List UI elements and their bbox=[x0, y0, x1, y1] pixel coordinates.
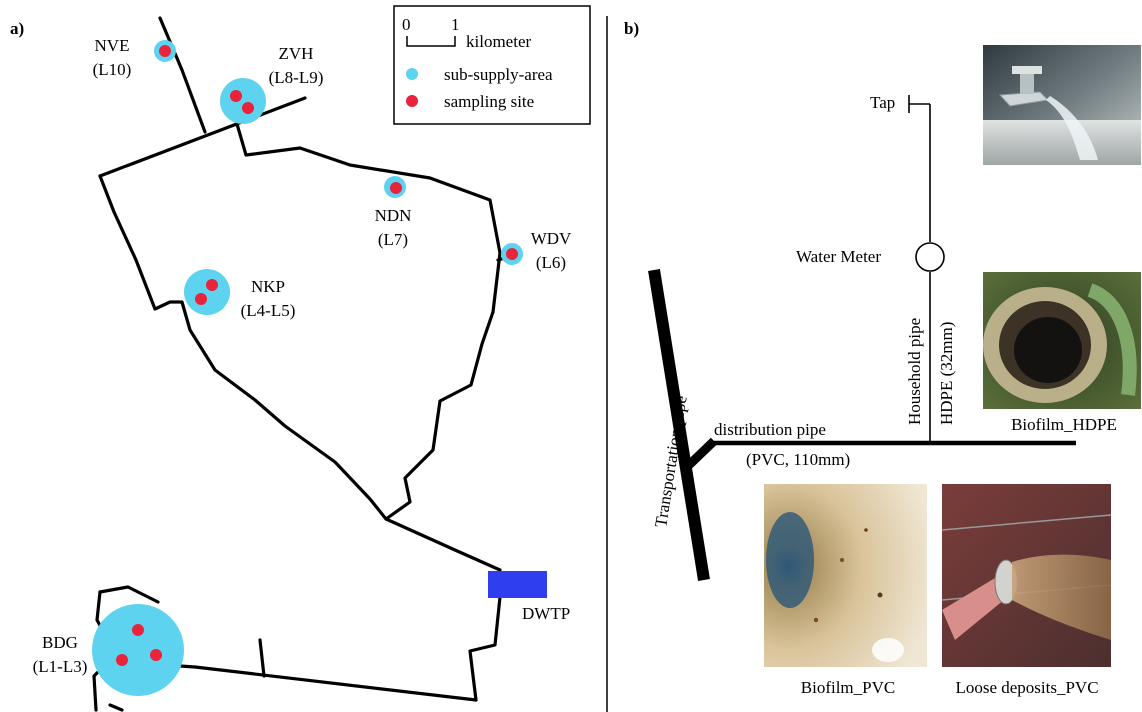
sampling-site bbox=[206, 279, 218, 291]
tap-label: Tap bbox=[870, 93, 895, 112]
sub-supply-area-nkp bbox=[184, 269, 230, 315]
distribution-spec-label: (PVC, 110mm) bbox=[746, 450, 850, 469]
legend-sampling-label: sampling site bbox=[444, 92, 534, 111]
pvc-photo-caption: Biofilm_PVC bbox=[801, 678, 895, 697]
dwtp-marker bbox=[488, 571, 547, 598]
water-meter-label: Water Meter bbox=[796, 247, 881, 266]
legend-box bbox=[393, 5, 591, 125]
sub-supply-area-bdg bbox=[92, 604, 184, 696]
sampling-sites bbox=[116, 45, 518, 666]
legend-sampling-swatch bbox=[406, 95, 418, 107]
sampling-site bbox=[116, 654, 128, 666]
area-code-bdg: BDG bbox=[42, 633, 78, 652]
area-range-bdg: (L1-L3) bbox=[33, 657, 88, 676]
pvc-photo bbox=[764, 484, 927, 667]
transportation-pipe bbox=[648, 269, 710, 581]
area-code-zvh: ZVH bbox=[279, 44, 314, 63]
household-pipe-label: Household pipe bbox=[905, 318, 924, 425]
sampling-site bbox=[132, 624, 144, 636]
area-code-ndn: NDN bbox=[375, 206, 412, 225]
panel-a: a) bbox=[10, 5, 591, 712]
legend-sub-supply-label: sub-supply-area bbox=[444, 65, 553, 84]
distribution-pipe-label: distribution pipe bbox=[714, 420, 826, 439]
area-range-ndn: (L7) bbox=[378, 230, 408, 249]
loose-deposits-photo-caption: Loose deposits_PVC bbox=[955, 678, 1098, 697]
legend-sub-supply-swatch bbox=[406, 68, 418, 80]
legend: 0 1 kilometer sub-supply-area sampling s… bbox=[393, 5, 591, 125]
sampling-site bbox=[195, 293, 207, 305]
panel-a-tag: a) bbox=[10, 19, 24, 38]
panel-b-tag: b) bbox=[624, 19, 639, 38]
scale-one: 1 bbox=[451, 15, 460, 34]
loose-deposits-photo bbox=[941, 484, 1112, 667]
sampling-site bbox=[150, 649, 162, 661]
area-range-wdv: (L6) bbox=[536, 253, 566, 272]
household-spec-label: HDPE (32mm) bbox=[937, 322, 956, 425]
area-code-wdv: WDV bbox=[531, 229, 572, 248]
tap-photo bbox=[983, 45, 1141, 165]
scale-zero: 0 bbox=[402, 15, 411, 34]
sampling-site bbox=[230, 90, 242, 102]
area-code-nkp: NKP bbox=[251, 277, 285, 296]
sub-supply-areas bbox=[92, 40, 523, 696]
sampling-site bbox=[242, 102, 254, 114]
sampling-site bbox=[506, 248, 518, 260]
sub-supply-area-zvh bbox=[220, 78, 266, 124]
panel-b: b) Transportation pipe distribution pipe… bbox=[624, 19, 1141, 697]
area-labels: NVE (L10) ZVH (L8-L9) NDN (L7) WDV (L6) … bbox=[33, 36, 572, 676]
area-range-zvh: (L8-L9) bbox=[269, 68, 324, 87]
area-range-nkp: (L4-L5) bbox=[241, 301, 296, 320]
hdpe-photo bbox=[983, 272, 1141, 409]
sampling-site bbox=[390, 182, 402, 194]
dwtp-label: DWTP bbox=[522, 604, 570, 623]
sampling-site bbox=[159, 45, 171, 57]
area-range-nve: (L10) bbox=[93, 60, 132, 79]
pipe-network bbox=[92, 16, 514, 712]
scale-bar bbox=[406, 36, 456, 47]
water-meter bbox=[915, 242, 945, 272]
scale-unit: kilometer bbox=[466, 32, 531, 51]
hdpe-photo-caption: Biofilm_HDPE bbox=[1011, 415, 1117, 434]
area-code-nve: NVE bbox=[95, 36, 130, 55]
transport-branch bbox=[684, 437, 718, 470]
